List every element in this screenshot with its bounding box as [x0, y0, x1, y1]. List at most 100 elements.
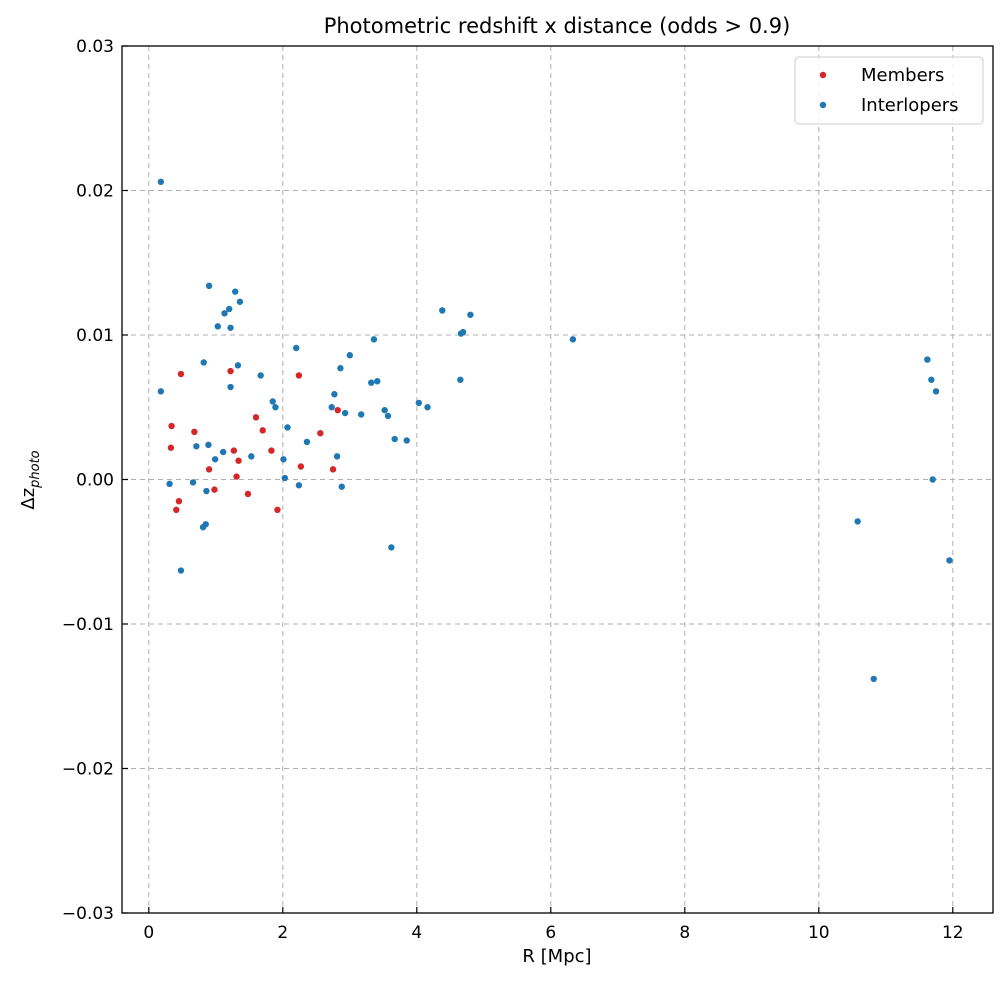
member-point: [274, 506, 281, 514]
interloper-point: [403, 437, 410, 444]
member-point: [252, 414, 260, 421]
x-tick-label: 4: [411, 923, 422, 943]
interloper-point: [569, 336, 577, 343]
member-point: [329, 466, 337, 473]
interloper-point: [295, 482, 303, 489]
interloper-point: [924, 356, 931, 363]
member-point: [259, 427, 266, 434]
y-tick-label: −0.02: [62, 760, 114, 780]
y-tick-label: 0.03: [76, 37, 114, 57]
x-tick-label: 12: [942, 923, 964, 943]
interloper-point: [221, 310, 228, 317]
interloper-point: [189, 479, 197, 486]
interloper-point: [467, 311, 474, 318]
interloper-point: [280, 456, 287, 463]
y-tick-label: 0.02: [76, 182, 114, 202]
interloper-point: [929, 476, 936, 483]
interloper-point: [457, 376, 464, 383]
interloper-point: [341, 409, 349, 417]
interloper-point: [202, 521, 209, 528]
interloper-point: [374, 378, 381, 385]
interloper-point: [284, 424, 291, 431]
member-point: [233, 473, 240, 480]
interloper-point: [232, 288, 239, 295]
y-tick-label: −0.03: [62, 904, 114, 924]
interloper-point: [328, 404, 335, 411]
member-point: [334, 406, 341, 414]
axis-ticks: 0 2 4 6 8 10 12 −0.03 −0.02 −0.01 0.00 0.01 0.02 0.03: [62, 37, 964, 943]
interloper-point: [870, 675, 877, 683]
member-point: [317, 430, 324, 437]
member-point: [230, 447, 238, 454]
interloper-point: [205, 441, 212, 449]
member-point: [227, 367, 234, 375]
interloper-point: [157, 178, 165, 186]
interloper-point: [346, 352, 353, 359]
member-point: [235, 457, 242, 464]
interloper-point: [219, 448, 227, 456]
y-tick-label: −0.01: [62, 615, 114, 635]
y-tick-label: 0.00: [76, 471, 114, 491]
interloper-point: [200, 359, 207, 366]
x-tick-label: 10: [808, 923, 830, 943]
interloper-point: [439, 307, 446, 314]
interloper-point: [932, 388, 940, 395]
member-point: [167, 444, 175, 451]
interloper-point: [203, 487, 210, 495]
interloper-point: [248, 453, 255, 460]
interloper-point: [415, 399, 423, 407]
chart-title: Photometric redshift x distance (odds > …: [324, 14, 791, 38]
interloper-point: [357, 411, 365, 418]
member-point: [295, 372, 303, 379]
member-point: [211, 486, 218, 493]
member-point: [177, 370, 185, 378]
interloper-point: [388, 544, 395, 551]
x-axis-label: R [Mpc]: [522, 946, 591, 967]
interloper-point: [337, 365, 344, 372]
member-point: [175, 497, 183, 505]
interloper-point: [293, 344, 300, 352]
legend: Members Interlopers: [794, 56, 984, 125]
y-axis-label-main: Δz: [18, 488, 39, 510]
x-tick-label: 6: [545, 923, 556, 943]
interloper-point: [227, 383, 234, 391]
interloper-point: [272, 404, 279, 411]
interloper-point: [459, 328, 467, 336]
interloper-point: [424, 404, 431, 411]
interloper-point: [211, 456, 219, 463]
member-point: [191, 428, 198, 436]
interloper-point: [257, 372, 264, 379]
x-tick-label: 0: [143, 923, 154, 943]
legend-label-interlopers: Interlopers: [861, 95, 959, 116]
interloper-point: [946, 557, 953, 564]
legend-marker-interlopers: [819, 101, 827, 109]
interloper-point: [166, 480, 173, 488]
interloper-point: [177, 567, 185, 574]
interloper-point: [236, 298, 244, 305]
member-point: [297, 463, 305, 470]
legend-label-members: Members: [861, 65, 944, 86]
interloper-point: [370, 336, 378, 343]
x-tick-label: 8: [679, 923, 690, 943]
y-axis-label: Δzphoto: [18, 450, 43, 509]
interloper-point: [854, 518, 861, 525]
data-points: [157, 178, 953, 683]
interloper-point: [205, 282, 213, 290]
interloper-point: [227, 324, 234, 331]
x-tick-label: 2: [277, 923, 288, 943]
member-point: [205, 466, 213, 473]
grid-lines: [122, 46, 993, 913]
interloper-point: [391, 435, 398, 443]
legend-marker-members: [819, 71, 827, 79]
interloper-point: [226, 305, 233, 313]
interloper-point: [193, 443, 200, 450]
interloper-point: [381, 406, 388, 414]
interloper-point: [331, 391, 338, 398]
interloper-point: [214, 323, 222, 330]
interloper-point: [269, 398, 276, 405]
interloper-point: [338, 483, 345, 490]
interloper-point: [157, 388, 165, 395]
legend-box: [794, 56, 984, 125]
interloper-point: [281, 474, 289, 482]
